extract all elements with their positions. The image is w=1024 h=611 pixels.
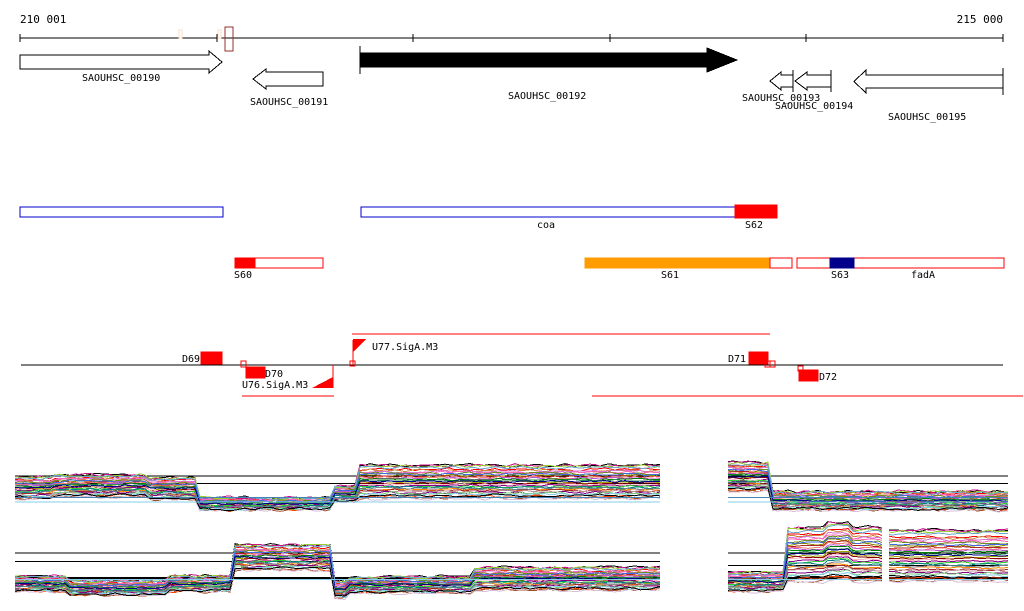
gene-arrow-SAOUHSC_00191[interactable] [252,67,324,91]
feature-anchor-box[interactable] [769,360,776,368]
expression-trace [727,475,1009,503]
expression-trace [14,479,661,506]
feature-anchor-box[interactable] [349,360,356,367]
U77-flag[interactable] [353,339,366,352]
expression-trace [727,487,1009,511]
track-segment-blue-left[interactable] [19,206,224,218]
expression-trace [14,568,661,600]
expression-plots [14,460,1009,602]
expression-trace [727,524,1009,576]
track-segment-S63-solid[interactable] [829,257,855,269]
gene-label: SAOUHSC_00190 [82,73,160,84]
expression-trace [727,568,1009,590]
expression-trace [14,472,661,503]
expression-trace [14,550,661,588]
ruler: 210 001 215 000 [19,13,1004,52]
expression-trace [727,561,1009,588]
gene-label: SAOUHSC_00191 [250,97,328,108]
feature-label: D70 [265,369,283,380]
expression-trace [727,534,1009,579]
track-label: S61 [661,270,679,281]
gene-arrow-SAOUHSC_00192[interactable] [359,47,739,73]
U76-flag[interactable] [312,377,333,388]
expression-trace [727,528,1009,577]
expression-trace [14,555,661,591]
track-segment-S61-solid[interactable] [584,257,771,269]
expression-trace [727,573,1009,592]
expression-trace [14,464,661,501]
gene-label: SAOUHSC_00192 [508,91,586,102]
feature-anchor-box[interactable] [240,360,247,368]
terminator-box[interactable] [748,351,769,365]
gene-arrow-SAOUHSC_00190[interactable] [19,49,223,75]
ruler-end-coordinate: 215 000 [957,13,1003,26]
track-segment-fadA-open[interactable] [796,257,1005,269]
track-segment-S60-solid[interactable] [234,257,256,269]
track-label: S63 [831,270,849,281]
expression-trace [14,544,661,584]
gene-track: SAOUHSC_00190 SAOUHSC_00191 SAOUHSC_00192 S… [19,46,1004,123]
expression-trace [728,473,1009,502]
feature-label: U76.SigA.M3 [242,380,308,391]
track-segment-S61-open[interactable] [769,257,793,269]
plot-data-gap [882,515,889,602]
gene-arrow-SAOUHSC_00194[interactable] [794,71,832,91]
expression-trace [727,568,1009,591]
expression-trace [727,480,1009,507]
track-segment-coa[interactable] [360,206,736,218]
ruler-mark [217,29,222,39]
feature-label: D72 [819,372,837,383]
feature-label: U77.SigA.M3 [372,342,438,353]
gene-arrow-SAOUHSC_00195[interactable] [853,68,1004,95]
gene-label: SAOUHSC_00195 [888,112,966,123]
track-label: coa [537,220,555,231]
ruler-start-coordinate: 210 001 [20,13,66,26]
feature-label: D69 [182,354,200,365]
ruler-mark [178,29,183,39]
annotation-tracks: coa S62 S60 S61 S63 fadA [19,204,1005,281]
track-label: fadA [911,270,935,281]
expression-trace [727,541,1008,581]
expression-trace [14,561,661,594]
terminator-box[interactable] [798,369,819,382]
expression-trace [727,566,1009,589]
gene-label: SAOUHSC_00194 [775,101,853,112]
expression-trace [727,578,1009,594]
expression-trace [727,536,1009,579]
gene-arrow-SAOUHSC_00193[interactable] [769,70,794,92]
expression-trace [727,521,1009,575]
expression-trace [727,484,1009,510]
terminator-box[interactable] [245,366,266,379]
terminator-box[interactable] [200,351,223,365]
track-label: S62 [745,220,763,231]
expression-trace [14,465,661,501]
track-segment-S62[interactable] [734,204,778,219]
expression-trace [14,486,661,509]
ruler-selection-box[interactable] [224,26,234,52]
track-label: S60 [234,270,252,281]
expression-trace [727,462,1009,496]
track-segment-S60-open[interactable] [254,257,324,269]
expression-trace [727,548,1009,584]
feature-label: D71 [728,354,746,365]
expression-trace [14,493,661,511]
expression-trace [15,549,661,587]
expression-trace [14,566,661,597]
expression-trace [727,531,1008,578]
expression-trace [727,556,1009,586]
expression-trace [727,489,1009,513]
gene-label: SAOUHSC_00193 [742,93,820,104]
